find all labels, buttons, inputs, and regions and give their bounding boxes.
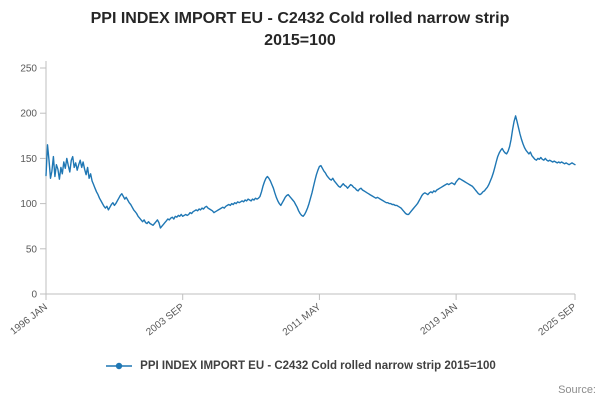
data-series-line	[45, 114, 576, 229]
legend-label: PPI INDEX IMPORT EU - C2432 Cold rolled …	[140, 359, 496, 372]
y-tick-label: 100	[20, 199, 37, 210]
y-tick-label: 200	[20, 108, 37, 119]
x-tick-label: 1996 JAN	[8, 301, 49, 337]
x-tick-label: 2025 SEP	[537, 301, 580, 338]
y-tick-label: 0	[31, 289, 37, 300]
x-tick-label: 2011 MAY	[281, 301, 324, 338]
y-tick-label: 150	[20, 154, 37, 165]
x-tick-label: 2019 JAN	[419, 301, 460, 337]
y-tick-label: 250	[20, 63, 37, 74]
legend-line-marker-icon	[106, 362, 133, 369]
chart-title-line2: 2015=100	[264, 32, 336, 50]
y-axis: 0 50 100 150 200 250	[20, 63, 46, 300]
x-axis: 1996 JAN 2003 SEP 2011 MAY 2019 JAN 2025 SEP	[8, 293, 580, 338]
line-chart-plot: 0 50 100 150 200 250 1996 JAN 2003 SEP 2011 MAY…	[8, 60, 580, 338]
axes	[45, 60, 575, 295]
x-tick-label: 2003 SEP	[144, 301, 187, 338]
source-label: Source:	[558, 384, 596, 396]
chart-title: PPI INDEX IMPORT EU - C2432 Cold rolled …	[0, 8, 600, 53]
legend: PPI INDEX IMPORT EU - C2432 Cold rolled …	[0, 360, 600, 372]
chart-title-line1: PPI INDEX IMPORT EU - C2432 Cold rolled …	[90, 10, 510, 27]
y-tick-label: 50	[26, 244, 38, 255]
